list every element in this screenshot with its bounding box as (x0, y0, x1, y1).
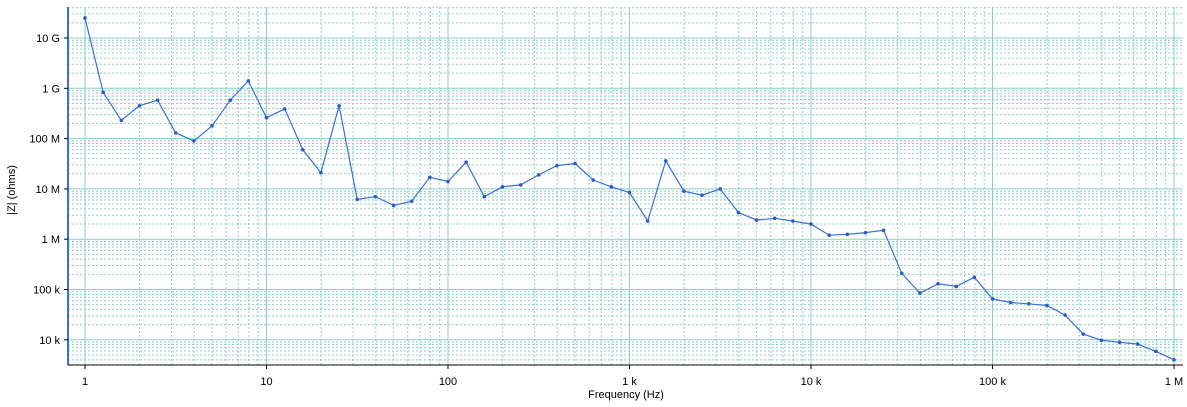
data-point (482, 194, 487, 199)
y-tick-label: 10 k (39, 335, 60, 347)
y-tick-label: 100 M (29, 134, 60, 146)
y-tick-label: 10 M (36, 184, 60, 196)
data-point (627, 190, 632, 195)
x-tick-label: 10 k (801, 376, 822, 388)
series-markers (83, 16, 1176, 362)
data-point (137, 103, 142, 108)
data-point (700, 193, 704, 197)
data-point (1099, 338, 1104, 343)
data-point (845, 232, 850, 237)
data-point (446, 179, 450, 184)
data-point (918, 291, 922, 295)
data-point (428, 175, 432, 180)
data-point (954, 284, 959, 289)
data-point (119, 118, 124, 123)
data-point (518, 183, 523, 187)
y-axis-title: |Z| (ohms) (6, 165, 18, 215)
data-point (1063, 313, 1067, 317)
data-point (972, 275, 977, 280)
data-point (1154, 349, 1158, 354)
data-point (718, 187, 723, 191)
data-point (83, 16, 87, 20)
x-axis-title: Frequency (Hz) (588, 389, 664, 401)
minor-grid (68, 7, 1183, 365)
x-tick-label: 1 k (622, 376, 637, 388)
data-point (1045, 303, 1049, 308)
x-axis-ticks: 1 10 100 1 k 10 k 100 k 1 M (82, 365, 1183, 388)
data-point (936, 281, 940, 286)
data-point (228, 98, 233, 102)
data-point (1008, 300, 1013, 305)
data-point (337, 103, 341, 108)
data-point (264, 115, 269, 120)
data-point (246, 79, 251, 83)
data-point (990, 297, 995, 301)
y-tick-label: 100 k (33, 285, 60, 297)
data-point (573, 161, 577, 166)
data-point (609, 185, 614, 189)
x-tick-label: 100 k (979, 376, 1006, 388)
data-point (772, 216, 777, 221)
data-point (101, 90, 105, 95)
y-axis-ticks: 10 k 100 k 1 M 10 M 100 M 1 G 10 G (29, 33, 68, 347)
data-point (210, 123, 214, 128)
data-point (536, 173, 541, 177)
x-tick-label: 1 M (1165, 376, 1183, 388)
data-point (173, 131, 178, 135)
plot-area (68, 7, 1183, 365)
data-point (192, 139, 196, 143)
data-point (319, 170, 323, 175)
data-point (500, 185, 505, 189)
data-point (555, 163, 559, 168)
data-point (682, 189, 686, 194)
data-point (591, 178, 596, 182)
data-point (1117, 340, 1122, 345)
x-tick-label: 10 (260, 376, 272, 388)
data-point (355, 197, 360, 202)
y-tick-label: 10 G (36, 33, 60, 45)
data-point (1172, 358, 1176, 362)
major-grid (68, 7, 1183, 365)
y-tick-label: 1 G (42, 83, 60, 95)
data-point (754, 218, 759, 222)
data-point (1027, 301, 1031, 306)
data-point (1081, 332, 1086, 336)
data-point (1135, 342, 1140, 346)
data-point (464, 160, 468, 164)
data-point (282, 107, 287, 111)
data-point (827, 233, 831, 238)
y-tick-label: 1 M (42, 234, 60, 246)
data-point (736, 210, 741, 215)
data-point (791, 219, 795, 223)
data-point (301, 147, 305, 152)
data-point (373, 194, 378, 199)
data-point (391, 203, 396, 208)
data-point (409, 199, 414, 203)
x-tick-label: 1 (82, 376, 88, 388)
data-point (645, 219, 650, 223)
data-point (899, 271, 904, 276)
data-point (155, 98, 160, 102)
x-tick-label: 100 (439, 376, 457, 388)
data-point (809, 222, 813, 226)
data-point (881, 228, 886, 233)
data-point (863, 230, 868, 235)
data-point (664, 159, 668, 163)
